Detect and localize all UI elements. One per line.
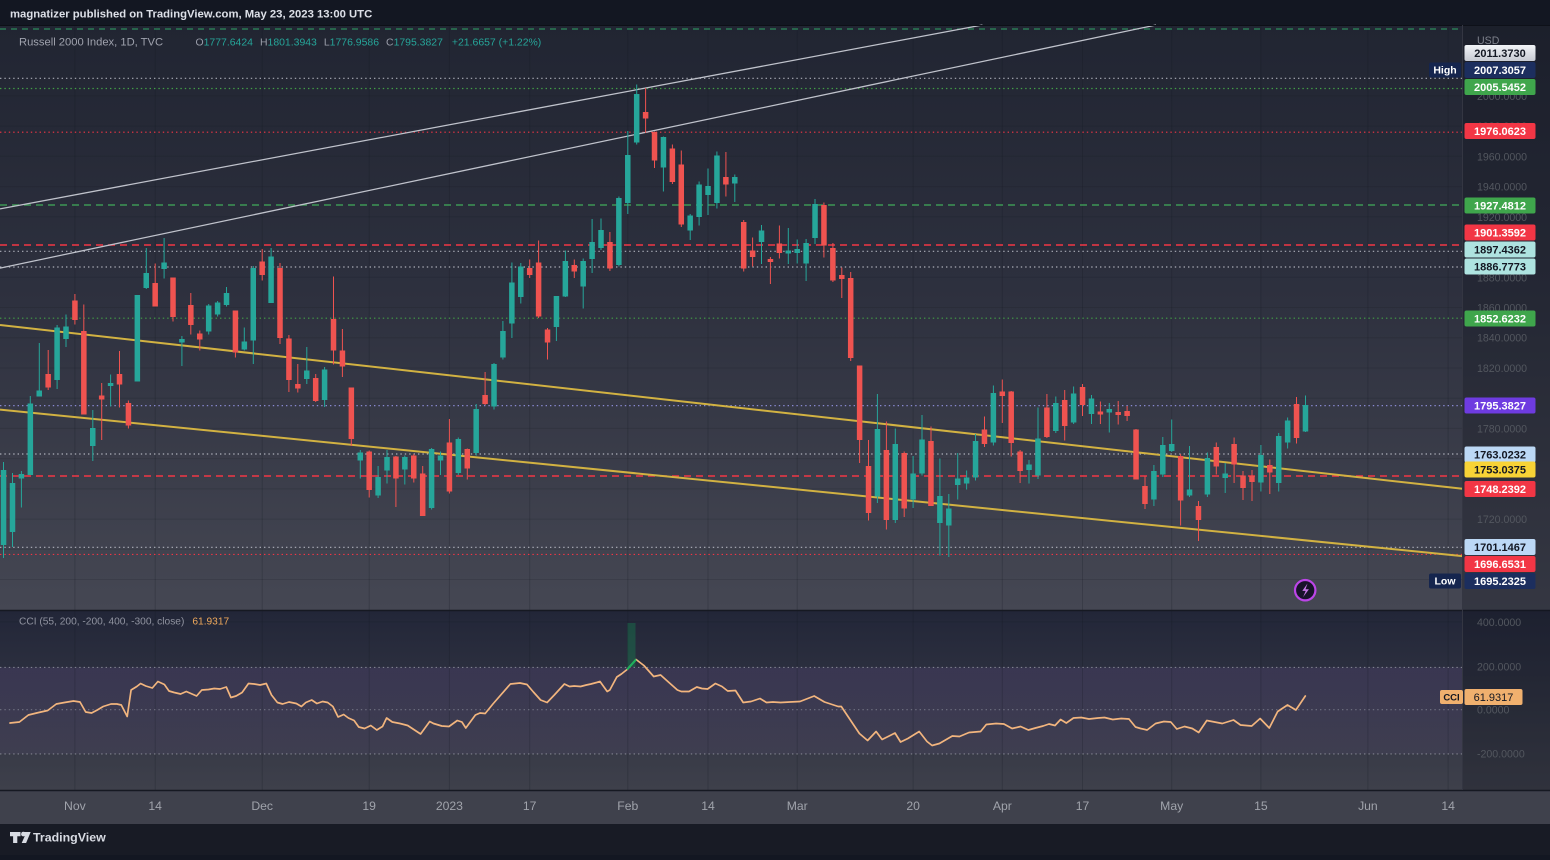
svg-text:1897.4362: 1897.4362 — [1474, 245, 1526, 257]
svg-text:200.0000: 200.0000 — [1477, 661, 1521, 673]
svg-text:17: 17 — [1076, 799, 1090, 813]
svg-text:400.0000: 400.0000 — [1477, 617, 1521, 629]
svg-text:17: 17 — [523, 799, 537, 813]
svg-text:Jun: Jun — [1358, 799, 1378, 813]
svg-text:14: 14 — [701, 799, 715, 813]
svg-text:1753.0375: 1753.0375 — [1474, 465, 1526, 477]
svg-text:magnatizer published on Tradin: magnatizer published on TradingView.com,… — [10, 9, 372, 21]
svg-text:14: 14 — [1441, 799, 1455, 813]
svg-text:1763.0232: 1763.0232 — [1474, 450, 1526, 462]
svg-text:14: 14 — [148, 799, 162, 813]
svg-text:Russell 2000 Index, 1D, TVC: Russell 2000 Index, 1D, TVC — [19, 37, 163, 49]
svg-text:High: High — [1433, 65, 1456, 77]
svg-text:CCI: CCI — [1443, 693, 1459, 704]
svg-text:1960.0000: 1960.0000 — [1477, 151, 1527, 163]
svg-text:1976.0623: 1976.0623 — [1474, 126, 1526, 138]
svg-text:61.9317: 61.9317 — [1474, 692, 1514, 704]
svg-text:2007.3057: 2007.3057 — [1474, 65, 1526, 77]
svg-text:1852.6232: 1852.6232 — [1474, 314, 1526, 326]
svg-text:1820.0000: 1820.0000 — [1477, 363, 1527, 375]
svg-text:20: 20 — [906, 799, 920, 813]
svg-text:May: May — [1160, 799, 1184, 813]
svg-text:-200.0000: -200.0000 — [1477, 748, 1525, 760]
svg-text:Dec: Dec — [251, 799, 273, 813]
svg-text:19: 19 — [362, 799, 376, 813]
svg-text:1720.0000: 1720.0000 — [1477, 514, 1527, 526]
svg-text:1886.7773: 1886.7773 — [1474, 262, 1526, 274]
svg-text:CCI (55, 200, -200, 400, -300,: CCI (55, 200, -200, 400, -300, close)61.… — [19, 617, 230, 628]
svg-text:1748.2392: 1748.2392 — [1474, 484, 1526, 496]
svg-text:2023: 2023 — [436, 799, 463, 813]
svg-text:1840.0000: 1840.0000 — [1477, 333, 1527, 345]
svg-text:2005.5452: 2005.5452 — [1474, 82, 1526, 94]
svg-text:1927.4812: 1927.4812 — [1474, 201, 1526, 213]
svg-text:1920.0000: 1920.0000 — [1477, 212, 1527, 224]
svg-text:1795.3827: 1795.3827 — [1474, 401, 1526, 413]
svg-text:1701.1467: 1701.1467 — [1474, 542, 1526, 554]
svg-text:Mar: Mar — [787, 799, 808, 813]
svg-text:2011.3730: 2011.3730 — [1474, 48, 1525, 60]
svg-text:0.0000: 0.0000 — [1477, 705, 1510, 717]
svg-text:Feb: Feb — [617, 799, 638, 813]
svg-text:Low: Low — [1435, 576, 1457, 588]
svg-text:Apr: Apr — [993, 799, 1012, 813]
svg-text:1695.2325: 1695.2325 — [1474, 576, 1526, 588]
svg-text:1696.6531: 1696.6531 — [1474, 559, 1526, 571]
svg-text:1901.3592: 1901.3592 — [1474, 228, 1526, 240]
svg-text:15: 15 — [1254, 799, 1268, 813]
svg-text:Nov: Nov — [64, 799, 87, 813]
svg-text:1940.0000: 1940.0000 — [1477, 182, 1527, 194]
svg-text:TradingView: TradingView — [33, 831, 106, 845]
svg-text:1780.0000: 1780.0000 — [1477, 423, 1527, 435]
